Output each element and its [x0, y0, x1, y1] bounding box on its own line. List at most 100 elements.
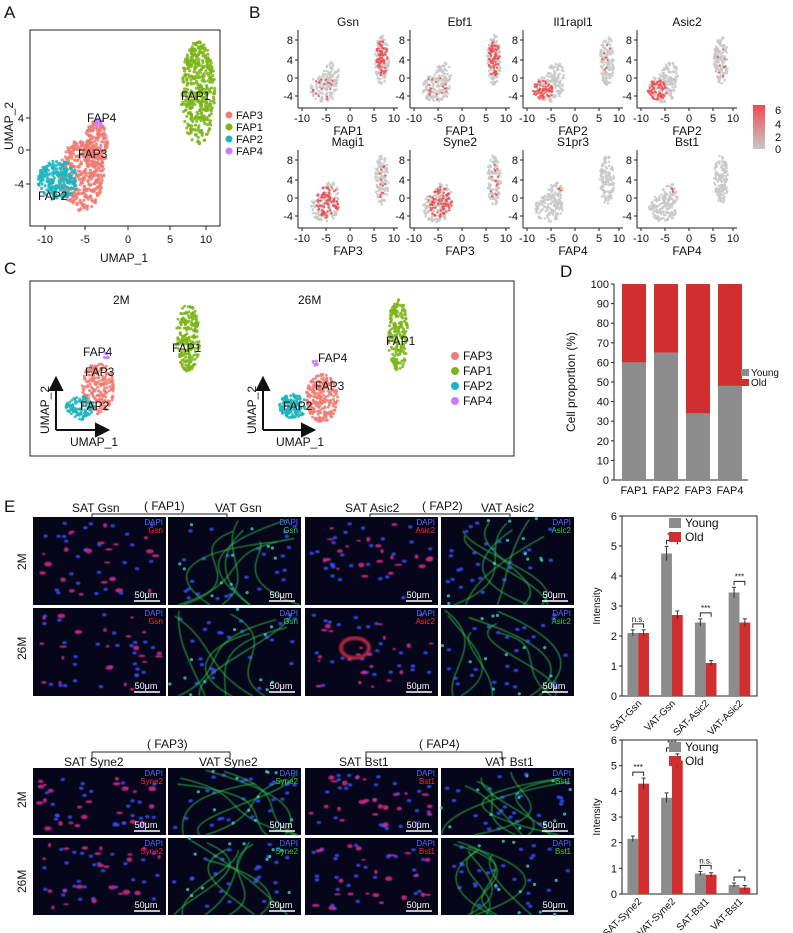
expressing-cell-point [386, 56, 389, 59]
cell-point [499, 180, 503, 183]
cluster-point-fap3 [82, 188, 86, 192]
cluster-point-fap1 [189, 81, 193, 85]
expressing-cell-point [531, 89, 535, 93]
cell-point [321, 72, 325, 76]
expressing-cell-point [320, 208, 323, 212]
cluster-point-fap1 [199, 129, 203, 133]
cluster-point-fap1 [204, 105, 208, 109]
cell-point [661, 196, 664, 199]
expressing-cell-point [439, 77, 442, 80]
cell-point [610, 47, 614, 50]
feature-plot-ytick: -4 [283, 91, 293, 103]
cell-point [384, 42, 388, 45]
cell-point [385, 163, 389, 167]
colorbar-scale [753, 105, 765, 149]
cell-point [561, 83, 564, 87]
cell-point [669, 212, 672, 216]
cell-point [664, 211, 668, 214]
feature-plot-title: S1pr3 [557, 135, 589, 149]
cluster-point-fap3 [71, 201, 75, 205]
cluster-point-fap2 [78, 417, 82, 421]
expressing-cell-point [671, 190, 675, 193]
cluster-point-fap1 [195, 91, 200, 95]
cluster-point-fap1 [187, 368, 191, 372]
cell-point [556, 192, 560, 195]
cluster-point-fap1 [195, 95, 199, 99]
cluster-point-fap3 [83, 184, 87, 188]
feature-plot-ytick: -4 [622, 211, 632, 223]
cell-point [668, 206, 671, 209]
cluster-point-fap3 [66, 146, 70, 150]
cluster-point-fap1 [192, 59, 196, 63]
cell-point [380, 203, 383, 206]
expressing-cell-point [721, 48, 725, 51]
cluster-point-fap3 [79, 192, 83, 196]
cell-point [491, 170, 494, 174]
cell-point [674, 75, 678, 79]
cell-point [432, 87, 436, 90]
cell-point [313, 200, 316, 204]
cluster-point-fap1 [180, 103, 184, 107]
feature-plot-xlabel: FAP4 [558, 244, 588, 258]
expressing-cell-point [494, 169, 497, 172]
cell-point [543, 77, 546, 80]
cell-point [375, 183, 379, 187]
expressing-cell-point [445, 90, 448, 93]
cluster-point-fap3 [88, 194, 92, 198]
cell-point [490, 178, 494, 181]
cell-point [337, 68, 340, 71]
expressing-cell-point [317, 208, 320, 211]
panel-a-label-fap3: FAP3 [78, 147, 108, 161]
expressing-cell-point [651, 85, 654, 88]
expressing-cell-point [316, 200, 320, 203]
cell-point [384, 180, 388, 183]
expressing-cell-point [441, 208, 445, 211]
cluster-point-fap3 [99, 173, 103, 177]
cluster-point-fap3 [75, 142, 79, 146]
cell-point [612, 175, 615, 178]
cluster-point-fap1 [200, 97, 204, 101]
feature-plot-xtick: 5 [483, 233, 489, 245]
cluster-point-fap3 [110, 384, 114, 387]
cell-point [674, 212, 677, 215]
cell-point [562, 69, 565, 73]
feature-plot-xtick: -5 [321, 113, 331, 125]
cell-point [726, 173, 729, 176]
cell-point [601, 78, 605, 81]
cell-point [375, 71, 379, 75]
cluster-point-fap2 [64, 174, 68, 178]
cluster-point-fap1 [178, 355, 182, 359]
expressing-cell-point [444, 187, 447, 190]
panel-a-clusters [36, 40, 217, 212]
cluster-point-fap1 [188, 365, 192, 369]
cell-point [550, 187, 554, 190]
cell-point [607, 155, 611, 159]
cell-point [440, 74, 444, 77]
expressing-cell-point [491, 44, 495, 47]
cell-point [722, 188, 726, 191]
cell-point [601, 73, 604, 76]
cell-point [600, 168, 604, 171]
cell-point [559, 79, 562, 83]
cluster-point-fap1 [196, 126, 201, 130]
cluster-point-fap1 [182, 367, 186, 371]
feature-plot-ytick: 0 [512, 193, 518, 205]
cell-point [722, 51, 725, 54]
cluster-point-fap1 [190, 106, 194, 110]
cell-point [719, 178, 723, 182]
cell-point [375, 54, 379, 58]
expressing-cell-point [490, 195, 494, 198]
cluster-point-fap1 [185, 95, 189, 99]
cell-point [321, 92, 324, 95]
cell-point [605, 167, 609, 170]
cell-point [325, 88, 328, 92]
cluster-point-fap1 [391, 352, 395, 356]
cell-point [312, 204, 316, 208]
cell-point [446, 72, 449, 76]
cluster-point-fap1 [178, 326, 182, 330]
cell-point [659, 217, 662, 221]
cluster-point-fap1 [202, 43, 206, 47]
cell-point [325, 85, 329, 89]
cell-point [379, 188, 382, 191]
cell-point [382, 75, 386, 79]
